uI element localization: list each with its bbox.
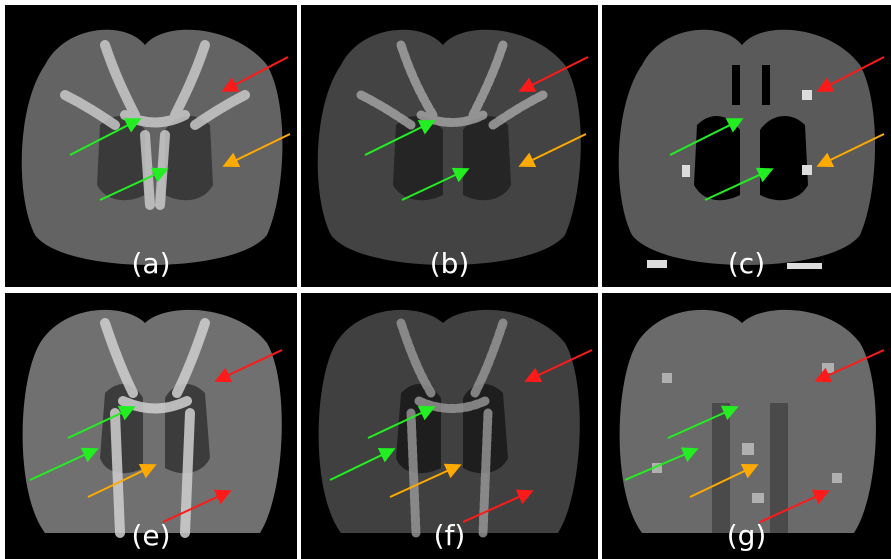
panel-label-a: (a) [131,247,171,280]
panel-label-c: (c) [727,247,766,280]
panel-label-e: (e) [131,519,171,552]
panel-label-f: (f) [433,519,466,552]
panel-e: (e) [5,293,297,559]
panel-label-g: (g) [726,519,767,552]
panel-f: (f) [301,293,598,559]
panel-c: (c) [602,5,891,287]
brain-slice-c [618,29,876,269]
panel-g: (g) [602,293,891,559]
panel-label-b: (b) [429,247,470,280]
brain-slice-a [21,29,283,266]
brain-slice-b [317,29,581,266]
panel-a: (a) [5,5,297,287]
panel-b: (b) [301,5,598,287]
